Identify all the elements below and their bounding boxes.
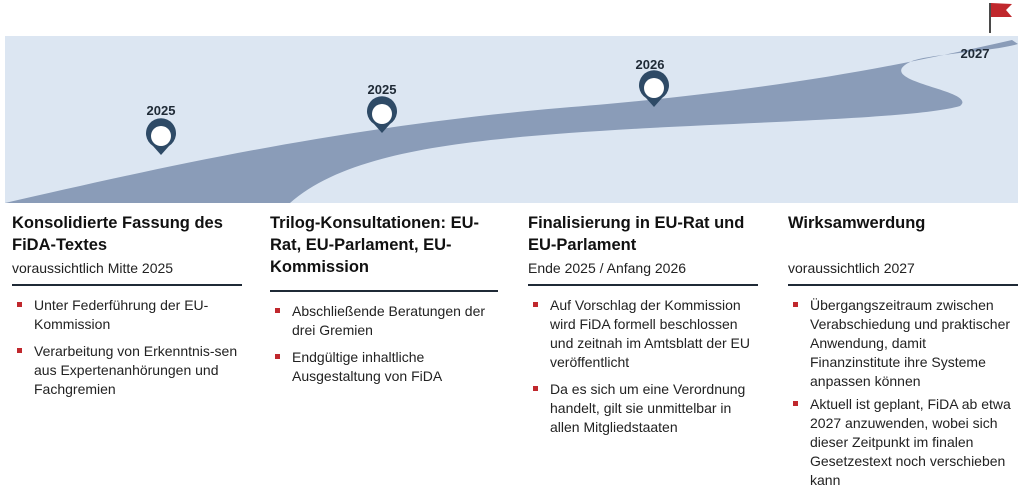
bullet-list: Abschließende Beratungen der drei Gremie… — [270, 302, 498, 386]
bullet-square-icon — [533, 386, 538, 391]
bullet-square-icon — [533, 302, 538, 307]
bullet-item: Endgültige inhaltliche Ausgestaltung von… — [270, 348, 498, 386]
phase-column: Wirksamwerdung voraussichtlich 2027 Über… — [788, 212, 1018, 498]
phase-subtitle: voraussichtlich Mitte 2025 — [12, 260, 174, 276]
divider — [12, 284, 242, 286]
phase-title: Konsolidierte Fassung des FiDA-Textes — [12, 214, 223, 254]
bullet-item: Da es sich um eine Verordnung handelt, g… — [528, 380, 758, 437]
finish-flag-icon — [989, 3, 1012, 33]
bullet-item: Übergangszeitraum zwischen Verabschiedun… — [788, 296, 1018, 391]
bullet-item: Unter Federführung der EU-Kommission — [12, 296, 242, 334]
bullet-square-icon — [275, 354, 280, 359]
milestone-year: 2026 — [636, 57, 665, 72]
bullet-list: Auf Vorschlag der Kommission wird FiDA f… — [528, 296, 758, 437]
bullet-item: Auf Vorschlag der Kommission wird FiDA f… — [528, 296, 758, 372]
milestone-year: 2025 — [368, 82, 397, 97]
bullet-square-icon — [17, 302, 22, 307]
bullet-square-icon — [793, 401, 798, 406]
phase-column: Trilog-Konsultationen: EU-Rat, EU-Parlam… — [270, 212, 498, 394]
bullet-list: Unter Federführung der EU-Kommission Ver… — [12, 296, 242, 399]
phase-title: Finalisierung in EU-Rat und EU-Parlament — [528, 214, 745, 254]
phase-subtitle: Ende 2025 / Anfang 2026 — [528, 260, 687, 276]
bullet-square-icon — [275, 308, 280, 313]
phase-title: Wirksamwerdung — [788, 214, 926, 232]
bullet-list: Übergangszeitraum zwischen Verabschiedun… — [788, 296, 1018, 490]
bullet-item: Aktuell ist geplant, FiDA ab etwa 2027 a… — [788, 395, 1018, 490]
divider — [270, 290, 498, 292]
milestone-year: 2025 — [147, 103, 176, 118]
bullet-square-icon — [793, 302, 798, 307]
divider — [528, 284, 758, 286]
bullet-item: Verarbeitung von Erkenntnis-sen aus Expe… — [12, 342, 242, 399]
milestone-year: 2027 — [961, 46, 990, 61]
milestone-pin-icon — [639, 70, 670, 107]
divider — [788, 284, 1018, 286]
phase-column: Konsolidierte Fassung des FiDA-Textes vo… — [12, 212, 242, 407]
road-shape — [5, 40, 1018, 203]
bullet-square-icon — [17, 348, 22, 353]
timeline-road-graphic: 2025 2025 2026 2027 — [5, 3, 1018, 203]
milestone-pin-icon — [146, 118, 176, 155]
bullet-item: Abschließende Beratungen der drei Gremie… — [270, 302, 498, 340]
phase-subtitle: voraussichtlich 2027 — [788, 260, 915, 276]
phase-title: Trilog-Konsultationen: EU-Rat, EU-Parlam… — [270, 214, 479, 276]
milestone-pin-icon — [366, 96, 398, 133]
phase-column: Finalisierung in EU-Rat und EU-Parlament… — [528, 212, 758, 445]
